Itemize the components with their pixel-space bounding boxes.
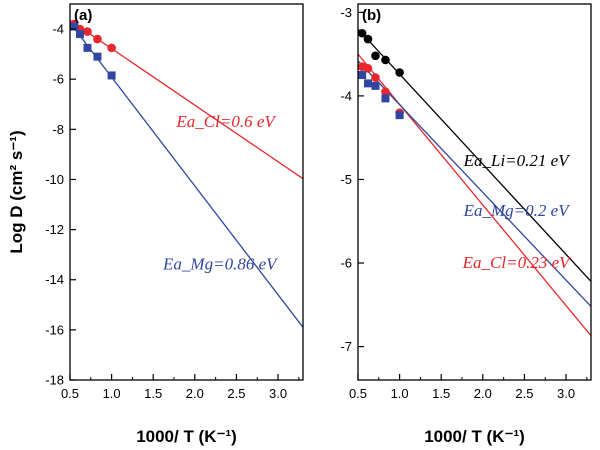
plot-frame-a bbox=[69, 3, 304, 381]
y-tick-label: -10 bbox=[45, 172, 64, 187]
point-mg-3 bbox=[83, 43, 92, 52]
point-mg-4 bbox=[93, 52, 102, 61]
x-tick-label: 1.5 bbox=[144, 386, 162, 401]
x-tick-label: 1.0 bbox=[391, 386, 409, 401]
point-mg-1 bbox=[70, 22, 79, 31]
fit-line-cl bbox=[70, 19, 303, 180]
x-tick-label: 0.5 bbox=[349, 386, 367, 401]
fit-line-mg bbox=[70, 22, 303, 328]
y-tick-label: -4 bbox=[340, 88, 352, 103]
point-mg-2 bbox=[363, 79, 372, 88]
point-mg-4 bbox=[381, 94, 390, 103]
point-mg-5 bbox=[395, 111, 404, 120]
x-tick-label: 2.5 bbox=[515, 386, 533, 401]
x-tick-label: 3.0 bbox=[557, 386, 575, 401]
panel-b-fit-lines bbox=[358, 28, 591, 337]
x-axis-title-a: 1000/ T (K⁻¹) bbox=[136, 427, 237, 446]
point-li-4 bbox=[381, 55, 390, 65]
point-cl-3 bbox=[83, 27, 92, 36]
point-li-5 bbox=[395, 68, 404, 77]
y-tick-label: -3 bbox=[340, 5, 352, 20]
annotation-cl: Ea_Cl=0.23 eV bbox=[462, 253, 572, 272]
y-tick-label: -16 bbox=[45, 322, 64, 337]
panel-a-fit-lines bbox=[70, 19, 303, 328]
annotation-mg: Ea_Mg=0.86 eV bbox=[162, 255, 279, 274]
panel-b: 0.5 1.0 1.5 2.0 2.5 3.0 -7 -6 -5 -4 -3 (b) Ea_Li=0.2… bbox=[340, 3, 592, 446]
point-li-2 bbox=[363, 34, 373, 44]
point-mg-2 bbox=[75, 30, 84, 39]
point-cl-5 bbox=[107, 43, 116, 53]
point-li-3 bbox=[371, 51, 380, 61]
y-tick-label: -6 bbox=[340, 256, 352, 271]
y-tick-label: -8 bbox=[52, 122, 64, 137]
fit-line-cl bbox=[358, 53, 591, 337]
annotation-mg: Ea_Mg=0.2 eV bbox=[463, 201, 572, 220]
panel-label-b: (b) bbox=[362, 7, 381, 24]
point-cl-4 bbox=[93, 34, 102, 44]
panel-a: 0.5 1.0 1.5 2.0 2.5 3.0 -18 -16 -14 -12 -10 -8 -6 -4 (… bbox=[7, 3, 304, 446]
point-li-1 bbox=[357, 28, 367, 38]
y-tick-label: -4 bbox=[52, 22, 64, 37]
x-tick-label: 2.0 bbox=[474, 386, 492, 401]
y-tick-label: -18 bbox=[45, 373, 64, 388]
x-tick-label: 1.5 bbox=[432, 386, 450, 401]
annotation-cl: Ea_Cl=0.6 eV bbox=[175, 112, 277, 131]
point-cl-4 bbox=[381, 87, 390, 97]
x-tick-label: 2.5 bbox=[227, 386, 245, 401]
x-tick-label: 2.0 bbox=[186, 386, 204, 401]
plot-frame-b bbox=[357, 3, 592, 381]
y-tick-label: -14 bbox=[45, 272, 64, 287]
annotation-li: Ea_Li=0.21 eV bbox=[463, 151, 572, 170]
point-mg-3 bbox=[371, 81, 380, 90]
point-mg-5 bbox=[107, 71, 116, 80]
y-tick-label: -5 bbox=[340, 172, 352, 187]
x-axis-title-b: 1000/ T (K⁻¹) bbox=[424, 427, 525, 446]
y-tick-label: -6 bbox=[52, 72, 64, 87]
point-cl-3 bbox=[371, 73, 380, 82]
y-axis-title: Log D (cm² s⁻¹) bbox=[7, 130, 26, 253]
x-tick-label: 1.0 bbox=[103, 386, 121, 401]
y-tick-label: -12 bbox=[45, 222, 64, 237]
panel-label-a: (a) bbox=[74, 7, 92, 24]
x-tick-label: 0.5 bbox=[61, 386, 79, 401]
x-tick-label: 3.0 bbox=[269, 386, 287, 401]
point-mg-1 bbox=[358, 71, 367, 80]
fit-line-mg bbox=[358, 60, 591, 307]
y-tick-label: -7 bbox=[340, 339, 352, 354]
point-cl-2 bbox=[363, 64, 373, 73]
